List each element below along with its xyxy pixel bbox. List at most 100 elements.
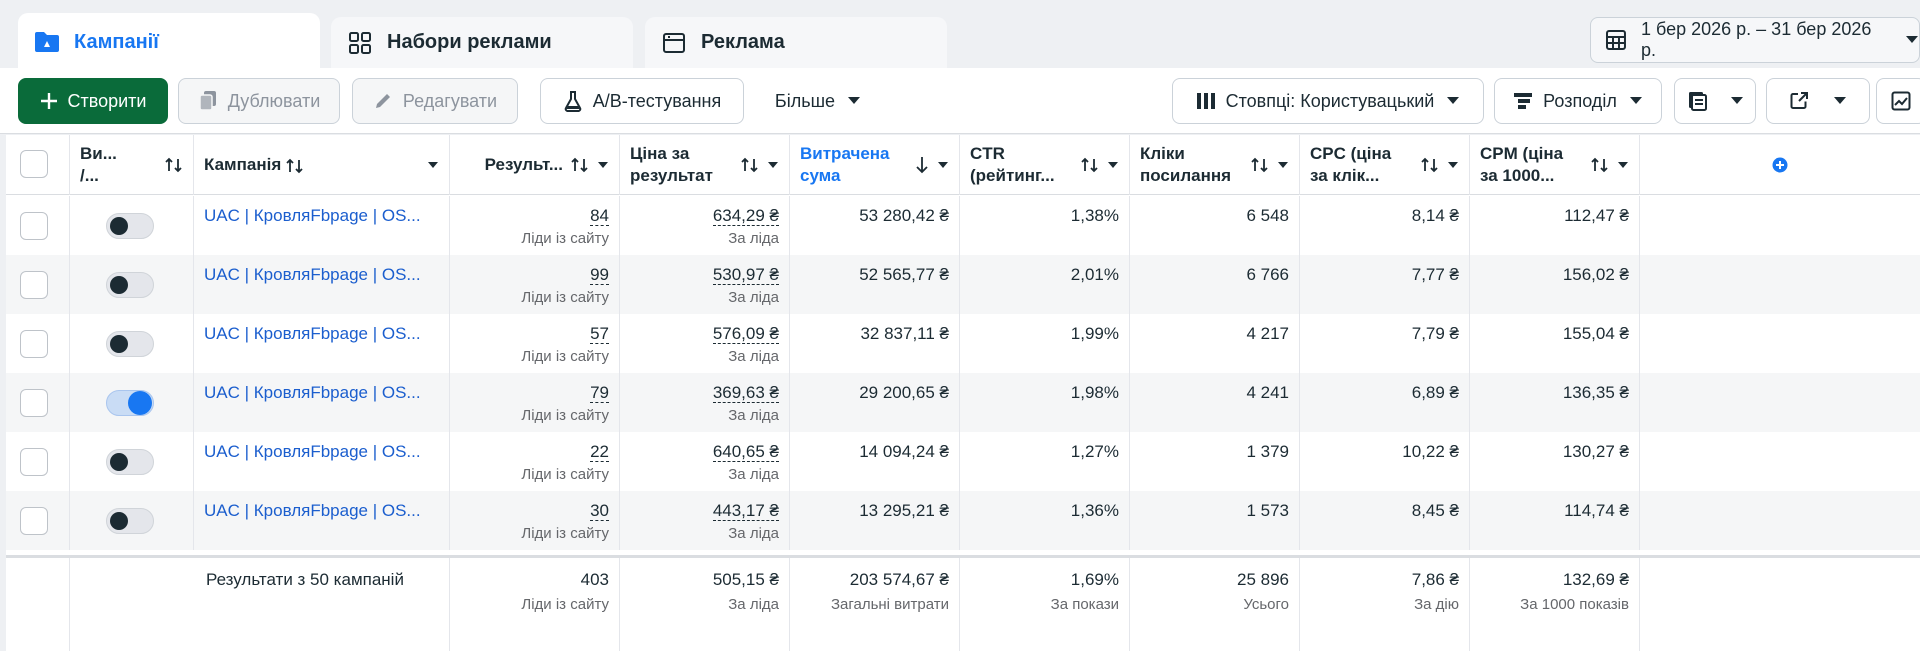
- header-campaign[interactable]: Кампанія: [194, 135, 450, 195]
- header-ctr[interactable]: CTR (рейтинг...: [960, 135, 1130, 195]
- row-cpr-value: 576,09 ₴: [630, 324, 779, 344]
- row-cpr-cell: 369,63 ₴ За ліда: [620, 373, 790, 432]
- tab-campaigns[interactable]: Кампанії: [18, 13, 320, 71]
- sort-icon[interactable]: [741, 157, 759, 173]
- row-cpr-sub: За ліда: [728, 230, 779, 247]
- more-button[interactable]: Більше: [758, 78, 878, 124]
- select-all-checkbox[interactable]: [20, 150, 48, 178]
- chevron-down-icon[interactable]: [767, 161, 779, 169]
- row-cpc-text: 8,45 ₴: [1411, 501, 1459, 520]
- delivery-toggle[interactable]: [106, 213, 154, 239]
- sort-icon[interactable]: [1081, 157, 1099, 173]
- header-add-column: [1640, 135, 1920, 195]
- table-row[interactable]: UAC | КровляFbpage | OS... 84 Ліди із сайт…: [6, 196, 1920, 255]
- header-cpc-line1: CPC (ціна: [1310, 144, 1392, 163]
- date-range-picker[interactable]: 1 бер 2026 р. – 31 бер 2026 р.: [1590, 17, 1920, 63]
- ab-test-button[interactable]: A/B-тестування: [540, 78, 744, 124]
- header-results[interactable]: Результ...: [450, 135, 620, 195]
- row-spent-cell: 32 837,11 ₴: [790, 314, 960, 373]
- create-button[interactable]: Створити: [18, 78, 168, 124]
- row-clicks-value: 1 379: [1140, 442, 1289, 462]
- tab-ads-label: Реклама: [701, 31, 785, 53]
- header-delivery[interactable]: Ви... /...: [70, 135, 194, 195]
- chevron-down-icon: [848, 97, 861, 104]
- duplicate-button[interactable]: Дублювати: [178, 78, 340, 124]
- chart-button[interactable]: [1876, 78, 1920, 124]
- chevron-down-icon[interactable]: [1107, 161, 1119, 169]
- campaign-name-link[interactable]: UAC | КровляFbpage | OS...: [204, 501, 421, 520]
- campaign-name-link[interactable]: UAC | КровляFbpage | OS...: [204, 265, 421, 284]
- tab-ads[interactable]: Реклама: [645, 17, 947, 68]
- chevron-down-icon[interactable]: [937, 161, 949, 169]
- campaign-name-link[interactable]: UAC | КровляFbpage | OS...: [204, 324, 421, 343]
- delivery-toggle[interactable]: [106, 331, 154, 357]
- row-checkbox[interactable]: [20, 330, 48, 358]
- sort-icon[interactable]: [1421, 157, 1439, 173]
- table-row[interactable]: UAC | КровляFbpage | OS... 79 Ліди із сайт…: [6, 373, 1920, 432]
- row-cpm-value: 114,74 ₴: [1480, 501, 1629, 521]
- row-cpc-cell: 8,45 ₴: [1300, 491, 1470, 550]
- edit-button[interactable]: Редагувати: [352, 78, 518, 124]
- row-checkbox[interactable]: [20, 271, 48, 299]
- row-cpc-value: 7,77 ₴: [1310, 265, 1459, 285]
- sort-icon[interactable]: [1251, 157, 1269, 173]
- header-cpm[interactable]: CPM (ціна за 1000...: [1470, 135, 1640, 195]
- toolbar: Створити Дублювати Редагувати A/B-тестув…: [0, 68, 1920, 134]
- row-checkbox[interactable]: [20, 212, 48, 240]
- row-delivery-cell: [70, 314, 194, 373]
- row-results-value: 57: [460, 324, 609, 344]
- row-clicks-value: 4 241: [1140, 383, 1289, 403]
- sort-icon[interactable]: [165, 157, 183, 173]
- table-row[interactable]: UAC | КровляFbpage | OS... 30 Ліди із сайт…: [6, 491, 1920, 550]
- row-spent-cell: 13 295,21 ₴: [790, 491, 960, 550]
- chevron-down-icon[interactable]: [597, 161, 609, 169]
- header-link-clicks[interactable]: Кліки посилання: [1130, 135, 1300, 195]
- header-amount-spent[interactable]: Витрачена сума: [790, 135, 960, 195]
- breakdown-button[interactable]: Розподіл: [1494, 78, 1662, 124]
- row-cpm-value: 112,47 ₴: [1480, 206, 1629, 226]
- chevron-down-icon[interactable]: [1277, 161, 1289, 169]
- header-campaign-label: Кампанія: [204, 155, 282, 174]
- row-cpc-text: 7,79 ₴: [1411, 324, 1459, 343]
- delivery-toggle[interactable]: [106, 390, 154, 416]
- row-cpr-text: 576,09 ₴: [712, 324, 779, 344]
- totals-spacer-2: [70, 558, 194, 651]
- header-cost-per-result[interactable]: Ціна за результат: [620, 135, 790, 195]
- row-clicks-cell: 4 241: [1130, 373, 1300, 432]
- campaign-name-link[interactable]: UAC | КровляFbpage | OS...: [204, 442, 421, 461]
- sort-icon[interactable]: [571, 157, 589, 173]
- row-spent-text: 32 837,11 ₴: [860, 324, 949, 343]
- tab-ad-sets[interactable]: Набори реклами: [331, 17, 633, 68]
- row-cpm-text: 112,47 ₴: [1564, 206, 1629, 225]
- row-checkbox[interactable]: [20, 507, 48, 535]
- create-label: Створити: [67, 90, 147, 111]
- export-button[interactable]: [1766, 78, 1870, 124]
- table-row[interactable]: UAC | КровляFbpage | OS... 22 Ліди із сайт…: [6, 432, 1920, 491]
- row-cpr-sub: За ліда: [728, 289, 779, 306]
- row-cpr-value: 369,63 ₴: [630, 383, 779, 403]
- sort-descending-icon[interactable]: [915, 156, 929, 174]
- row-results-sub: Ліди із сайту: [521, 525, 609, 542]
- table-row[interactable]: UAC | КровляFbpage | OS... 57 Ліди із сайт…: [6, 314, 1920, 373]
- reports-button[interactable]: [1674, 78, 1756, 124]
- totals-cpc: 7,86 ₴ За дію: [1300, 558, 1470, 651]
- chevron-down-icon[interactable]: [1617, 161, 1629, 169]
- add-column-icon[interactable]: [1772, 157, 1788, 173]
- delivery-toggle[interactable]: [106, 508, 154, 534]
- columns-icon: [1196, 93, 1215, 109]
- table-row[interactable]: UAC | КровляFbpage | OS... 99 Ліди із сайт…: [6, 255, 1920, 314]
- row-checkbox[interactable]: [20, 448, 48, 476]
- sort-icon[interactable]: [286, 158, 304, 174]
- row-checkbox[interactable]: [20, 389, 48, 417]
- row-results-text: 84: [590, 206, 609, 226]
- campaign-name-link[interactable]: UAC | КровляFbpage | OS...: [204, 383, 421, 402]
- delivery-toggle[interactable]: [106, 272, 154, 298]
- columns-button[interactable]: Стовпці: Користувацький: [1172, 78, 1484, 124]
- row-delivery-cell: [70, 432, 194, 491]
- campaign-name-link[interactable]: UAC | КровляFbpage | OS...: [204, 206, 421, 225]
- sort-icon[interactable]: [1591, 157, 1609, 173]
- delivery-toggle[interactable]: [106, 449, 154, 475]
- chevron-down-icon[interactable]: [427, 161, 439, 169]
- chevron-down-icon[interactable]: [1447, 161, 1459, 169]
- header-cpc[interactable]: CPC (ціна за клік...: [1300, 135, 1470, 195]
